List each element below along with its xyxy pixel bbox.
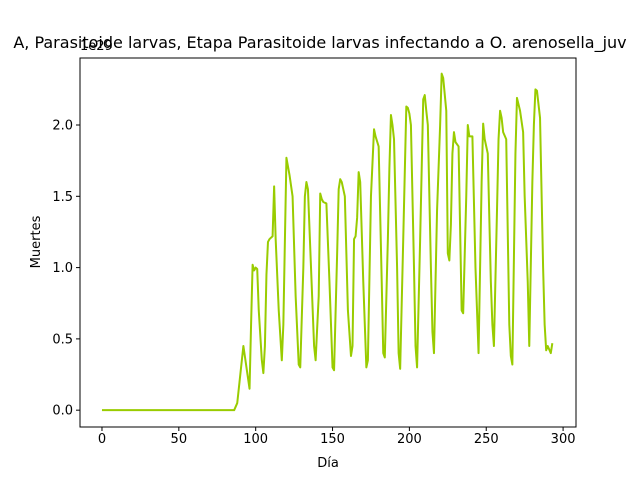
x-tick-label: 300 [551,432,576,447]
axes-frame [79,57,577,428]
x-axis-label: Día [317,456,339,471]
x-tick-label: 200 [397,432,422,447]
x-tick-label: 150 [320,432,345,447]
x-tick-label: 250 [474,432,499,447]
x-tick-label: 100 [243,432,268,447]
offset-text: 1e29 [80,39,113,54]
y-tick-label: 1.5 [52,190,73,205]
y-tick-label: 0.5 [52,332,73,347]
chart-title: A, Parasitoide larvas, Etapa Parasitoide… [13,33,626,53]
y-axis-label: Muertes [29,215,44,268]
y-tick-label: 0.0 [52,404,73,419]
y-tick-label: 2.0 [52,119,73,134]
x-tick-label: 50 [171,432,188,447]
y-tick-label: 1.0 [52,261,73,276]
data-line [101,72,554,412]
x-tick-label: 0 [98,432,106,447]
